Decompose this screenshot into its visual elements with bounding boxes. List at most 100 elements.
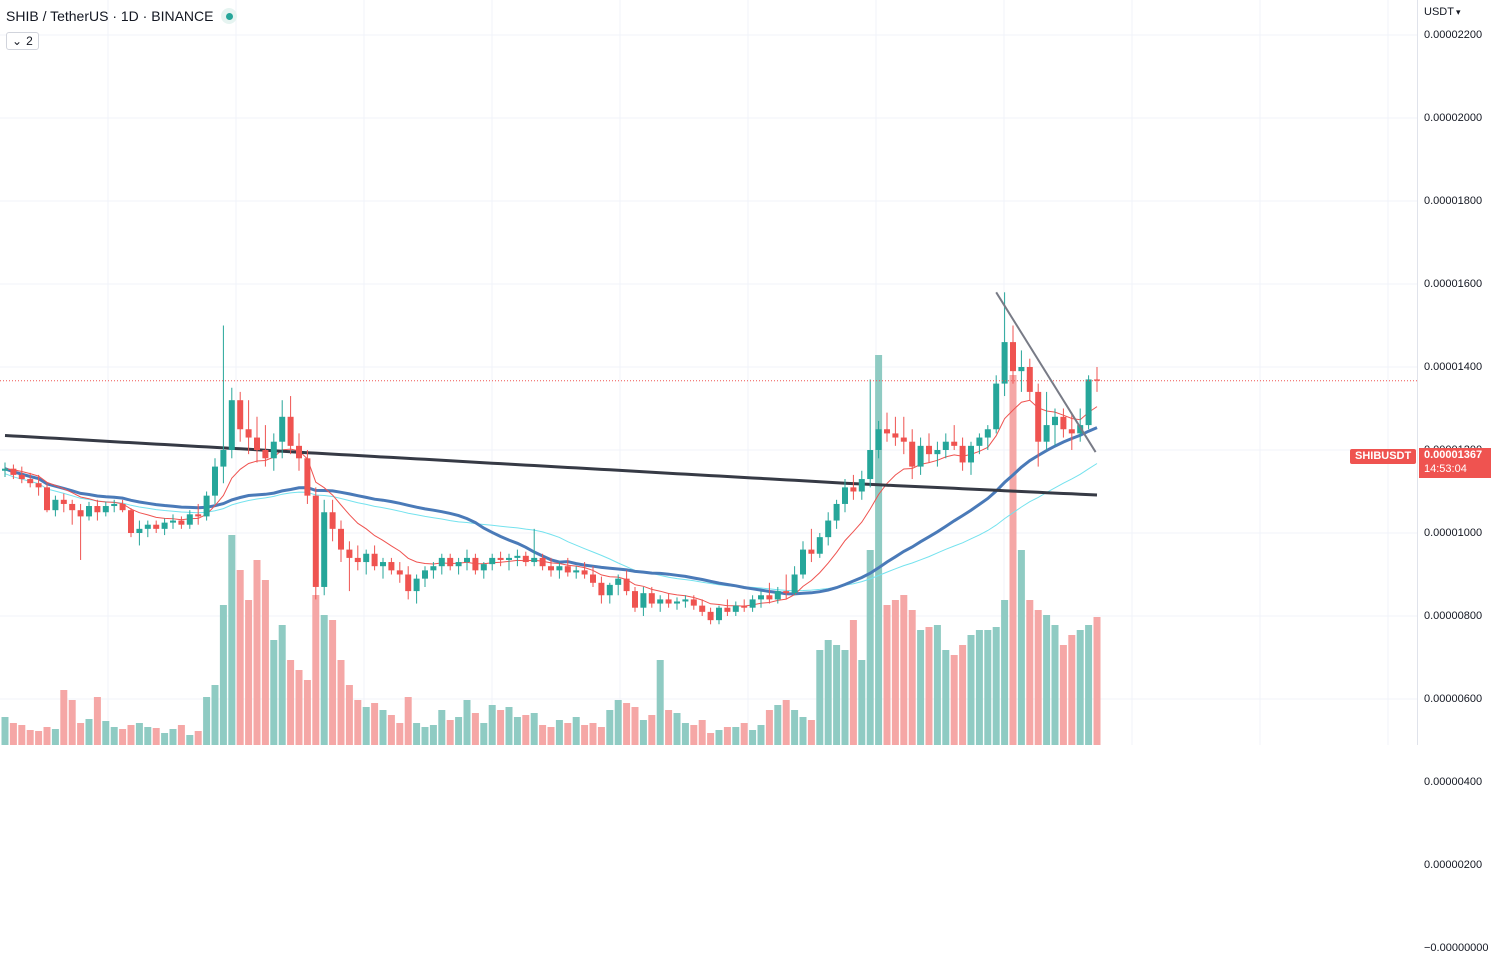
volume-bar [539, 725, 547, 745]
volume-bar [757, 725, 765, 745]
price-tick: 0.00001000 [1424, 527, 1483, 539]
volume-bar [513, 717, 521, 745]
candle-body [161, 522, 168, 529]
volume-bar [614, 700, 622, 745]
candle-body [573, 570, 580, 573]
price-tick: 0.00001400 [1424, 361, 1483, 373]
candle-body [623, 578, 630, 592]
candle-body [329, 512, 336, 529]
candle-body [287, 416, 294, 446]
candle-body [312, 495, 319, 587]
symbol-title[interactable]: SHIB / TetherUS · 1D · BINANCE [6, 8, 214, 24]
candle-body [968, 445, 974, 463]
candle-body [749, 599, 756, 608]
candle-body [388, 562, 395, 571]
candle-body [102, 506, 109, 513]
ma-slow-line [4, 434, 1098, 497]
volume-bar [303, 680, 311, 745]
trendline-drawing[interactable] [995, 291, 1097, 453]
candle-body [86, 506, 92, 517]
candle-body [371, 553, 378, 567]
volume-bar [555, 720, 563, 745]
candle-body [94, 506, 101, 513]
candle-body [900, 437, 907, 442]
volume-bar [219, 605, 227, 745]
indicators-collapse-button[interactable]: ⌄ 2 [6, 32, 39, 50]
candle-body [69, 503, 76, 511]
volume-bar [833, 645, 841, 745]
volume-bar [849, 620, 857, 745]
volume-bar [967, 635, 975, 745]
candle-body [934, 450, 941, 455]
volume-bar [471, 713, 479, 745]
volume-bar [85, 719, 93, 745]
candle-body [254, 437, 260, 450]
candle-body [556, 566, 563, 571]
candle-body [270, 441, 277, 459]
volume-bar [530, 713, 538, 745]
volume-bar [387, 715, 395, 745]
volume-bar [1043, 615, 1051, 745]
candle-body [128, 510, 134, 533]
candle-body [917, 445, 924, 467]
currency-select[interactable]: USDT ▾ [1424, 6, 1460, 18]
volume-bar [77, 723, 85, 745]
candle-body [774, 591, 781, 600]
volume-bar [791, 710, 799, 745]
candle-body [926, 445, 932, 455]
candle-body [942, 441, 949, 450]
market-status-icon[interactable] [221, 8, 238, 24]
volume-bar [51, 729, 59, 745]
volume-bar [337, 660, 345, 745]
volume-bar [404, 697, 412, 745]
volume-bar [631, 707, 639, 745]
volume-bar [1009, 375, 1017, 745]
price-tick: 0.00000400 [1424, 776, 1483, 788]
candle-body [44, 487, 50, 511]
candle-body [119, 503, 126, 511]
candle-body [1060, 416, 1067, 430]
volume-bar [581, 725, 589, 745]
candle-body [136, 528, 143, 533]
volume-bar [396, 723, 404, 745]
volume-bar [522, 715, 530, 745]
candles [2, 292, 1100, 625]
candle-body [430, 566, 437, 571]
volume-bar [1068, 635, 1076, 745]
volume-bar [278, 625, 286, 745]
volume-bar [908, 610, 916, 745]
candle-body [632, 591, 638, 608]
volume-bar [572, 717, 580, 745]
volume-bar [320, 615, 328, 745]
volume-bar [959, 645, 967, 745]
volume-bar [261, 580, 269, 745]
volume-bar [807, 720, 815, 745]
volume-bar [446, 720, 454, 745]
chart-grid [0, 0, 1417, 745]
volume-bar [144, 727, 152, 745]
candle-body [909, 441, 916, 467]
currency-label: USDT [1424, 6, 1454, 18]
price-tick: 0.00000800 [1424, 610, 1483, 622]
symbol-header[interactable]: SHIB / TetherUS · 1D · BINANCE [6, 8, 238, 24]
candle-body [682, 599, 689, 602]
candle-body [690, 599, 697, 606]
price-chart[interactable] [0, 0, 1506, 745]
price-axis[interactable] [1417, 0, 1506, 745]
volume-bar [480, 723, 488, 745]
candle-body [35, 483, 42, 488]
candle-body [237, 400, 244, 430]
volume-bar [203, 697, 211, 745]
chevron-down-icon: ▾ [1455, 6, 1461, 17]
candle-body [951, 441, 958, 446]
candle-body [279, 416, 286, 442]
volume-bar [639, 720, 647, 745]
volume-bar [421, 727, 429, 745]
candle-body [396, 570, 403, 575]
candle-body [598, 582, 605, 596]
candle-body [472, 557, 479, 571]
candle-body [522, 555, 529, 563]
candle-body [808, 549, 815, 554]
volume-bar [135, 723, 143, 745]
candle-body [833, 503, 840, 521]
